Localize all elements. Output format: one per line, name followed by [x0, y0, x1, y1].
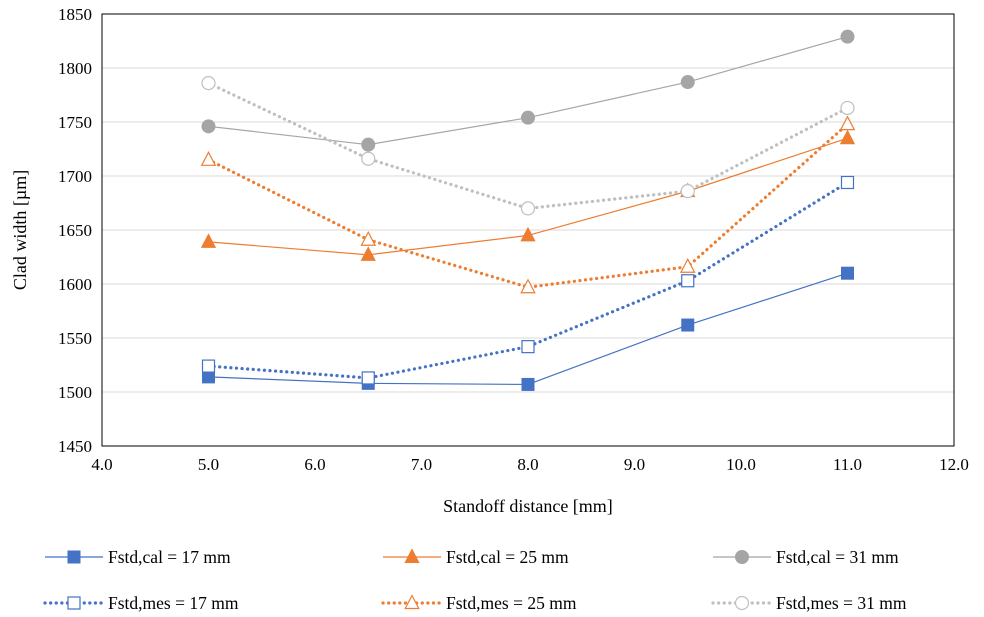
- x-tick-label-4: 8.0: [517, 455, 538, 474]
- data-point-1-4: [839, 129, 856, 145]
- x-tick-label-1: 5.0: [198, 455, 219, 474]
- data-point-3-1: [361, 371, 375, 385]
- data-point-2-0: [201, 119, 216, 134]
- series-3: [201, 175, 855, 385]
- legend-marker-0: [67, 550, 81, 564]
- y-tick-label-5: 1700: [58, 167, 92, 186]
- plot-area-border: [101, 13, 955, 447]
- data-point-1-2: [520, 226, 536, 242]
- x-tick-label-8: 12.0: [939, 455, 969, 474]
- x-axis-ticks: 4.0 5.0 6.0 7.0 8.0 9.0 10.0 11.0 12.0: [91, 455, 969, 474]
- x-tick-label-3: 7.0: [411, 455, 432, 474]
- data-point-0-4: [841, 266, 854, 280]
- legend-label-5: Fstd,mes = 31 mm: [776, 593, 907, 613]
- data-point-0-0: [202, 370, 215, 384]
- y-tick-label-1: 1500: [58, 383, 92, 402]
- legend-marker-2: [735, 550, 749, 564]
- data-point-0-3: [681, 318, 695, 332]
- y-tick-label-0: 1450: [58, 437, 92, 456]
- legend-label-2: Fstd,cal = 31 mm: [776, 547, 899, 567]
- x-axis-title: Standoff distance [mm]: [443, 496, 613, 516]
- legend-item-4: Fstd,mes = 25 mm: [381, 593, 577, 613]
- data-point-4-0: [200, 151, 217, 166]
- data-point-5-1: [361, 151, 376, 166]
- legend-marker-1: [404, 548, 420, 563]
- legend-label-0: Fstd,cal = 17 mm: [108, 547, 231, 567]
- data-point-2-4: [840, 29, 855, 44]
- y-axis-title: Clad width [µm]: [10, 170, 30, 290]
- legend-marker-3: [67, 596, 81, 610]
- legend-label-4: Fstd,mes = 25 mm: [446, 593, 577, 613]
- data-point-1-0: [200, 233, 217, 248]
- y-tick-label-3: 1600: [58, 275, 92, 294]
- data-point-3-0: [201, 359, 216, 373]
- y-tick-label-4: 1650: [58, 221, 92, 240]
- data-point-2-3: [680, 75, 695, 90]
- x-tick-label-5: 9.0: [624, 455, 645, 474]
- legend-item-2: Fstd,cal = 31 mm: [713, 547, 899, 567]
- series-1: [200, 129, 856, 261]
- data-point-4-4: [839, 115, 856, 131]
- x-tick-label-2: 6.0: [304, 455, 325, 474]
- y-tick-label-2: 1550: [58, 329, 92, 348]
- series-4: [200, 115, 856, 294]
- y-tick-label-6: 1750: [58, 113, 92, 132]
- data-point-4-1: [360, 230, 377, 246]
- series-line-5: [206, 81, 850, 211]
- y-axis-ticks: 1450 1500 1550 1600 1650 1700 1750 1800 1850: [58, 5, 92, 456]
- data-point-5-0: [201, 76, 216, 91]
- x-tick-label-7: 11.0: [833, 455, 862, 474]
- series-layer: [200, 29, 856, 391]
- legend-item-5: Fstd,mes = 31 mm: [711, 593, 907, 613]
- series-5: [201, 76, 855, 216]
- data-point-2-1: [361, 137, 376, 152]
- series-2: [201, 29, 855, 152]
- data-point-3-2: [521, 340, 535, 354]
- data-point-3-4: [840, 175, 855, 190]
- legend-marker-5: [734, 595, 750, 611]
- series-line-4: [206, 122, 850, 289]
- data-point-0-2: [521, 377, 535, 391]
- data-point-5-3: [680, 184, 695, 199]
- data-point-1-1: [360, 246, 376, 261]
- data-point-2-2: [521, 110, 535, 125]
- legend-label-1: Fstd,cal = 25 mm: [446, 547, 569, 567]
- legend-label-3: Fstd,mes = 17 mm: [108, 593, 239, 613]
- legend-marker-4: [404, 594, 420, 610]
- legend-item-1: Fstd,cal = 25 mm: [383, 547, 569, 567]
- data-point-5-2: [520, 201, 536, 216]
- data-point-4-2: [520, 278, 536, 294]
- x-tick-label-6: 10.0: [726, 455, 756, 474]
- data-point-4-3: [679, 257, 696, 273]
- data-point-3-3: [681, 274, 695, 288]
- legend-item-3: Fstd,mes = 17 mm: [43, 593, 239, 613]
- data-point-5-4: [840, 100, 855, 116]
- y-tick-label-8: 1850: [58, 5, 92, 24]
- series-line-3: [206, 180, 850, 380]
- x-tick-label-0: 4.0: [91, 455, 112, 474]
- legend: Fstd,cal = 17 mm Fstd,cal = 25 mm Fstd,cal…: [43, 547, 907, 613]
- y-tick-label-7: 1800: [58, 59, 92, 78]
- legend-item-0: Fstd,cal = 17 mm: [45, 547, 231, 567]
